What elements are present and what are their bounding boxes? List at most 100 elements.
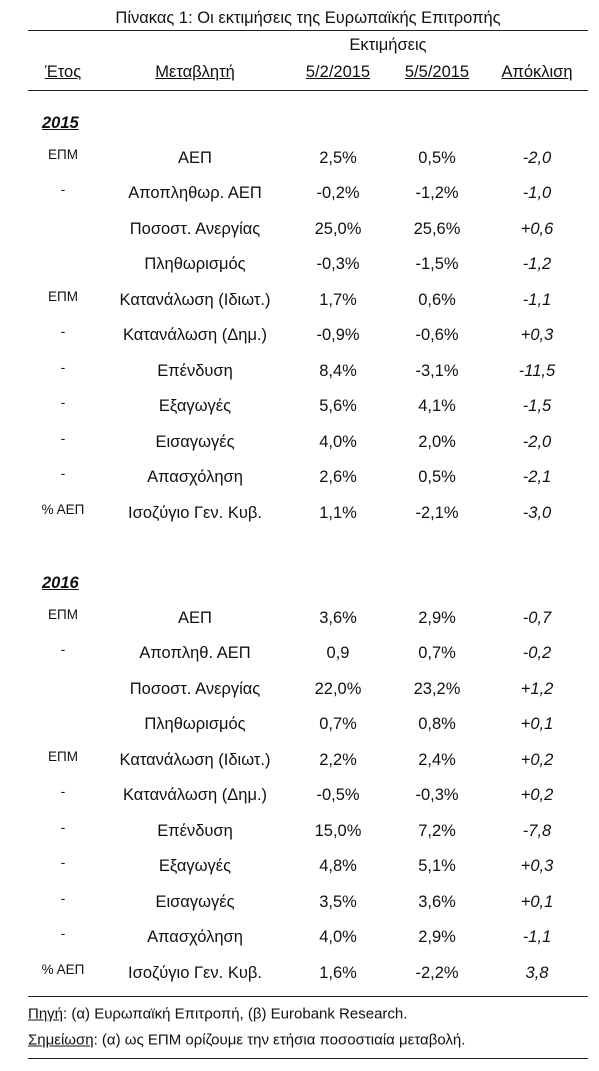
table-cell: 2,0% bbox=[418, 432, 456, 451]
table-cell: 4,0% bbox=[319, 928, 357, 947]
table-cell: ΑΕΠ bbox=[178, 609, 212, 627]
table-cell: Επένδυση bbox=[157, 361, 233, 380]
table-cell: -3,1% bbox=[415, 361, 459, 380]
table-cell: Αποπληθωρ. ΑΕΠ bbox=[128, 184, 262, 203]
table-cell: 2,2% bbox=[319, 750, 357, 769]
table-cell: -7,8 bbox=[522, 821, 552, 840]
table-cell: -1,2 bbox=[522, 255, 552, 274]
footnote-text: : (α) Ευρωπαϊκή Επιτροπή, (β) Eurobank R… bbox=[63, 1005, 408, 1023]
table-cell: - bbox=[60, 430, 66, 446]
table-cell: Ποσοστ. Ανεργίας bbox=[129, 679, 261, 698]
footnote-label: Πηγή bbox=[28, 1005, 64, 1023]
table-cell: Ισοζύγιο Γεν. Κυβ. bbox=[128, 503, 262, 522]
table-cell: 0,5% bbox=[418, 149, 456, 167]
table-cell: -2,1% bbox=[415, 503, 459, 522]
table-cell: 2,5% bbox=[319, 149, 357, 167]
table-cell: Απασχόληση bbox=[147, 928, 243, 947]
table-cell: 8,4% bbox=[319, 361, 357, 380]
column-header: 5/2/2015 bbox=[305, 63, 371, 81]
table-cell: +0,2 bbox=[520, 786, 554, 805]
table-cell: -1,5% bbox=[415, 255, 459, 274]
table-cell: - bbox=[60, 324, 66, 340]
footnote-text: : (α) ως ΕΠΜ ορίζουμε την ετήσια ποσοστι… bbox=[93, 1031, 466, 1049]
group-header: Εκτιμήσεις bbox=[349, 36, 427, 54]
table-cell: 3,6% bbox=[319, 609, 357, 627]
table-cell: +0,3 bbox=[520, 857, 554, 876]
table-cell: 4,1% bbox=[418, 397, 456, 416]
table-cell: 5,1% bbox=[418, 857, 456, 876]
table-cell: Ισοζύγιο Γεν. Κυβ. bbox=[128, 963, 262, 982]
table-cell: 25,0% bbox=[314, 219, 362, 238]
table-cell: -0,2 bbox=[522, 644, 552, 663]
table-cell: -2,0 bbox=[522, 149, 552, 167]
table-cell: Αποπληθ. ΑΕΠ bbox=[139, 644, 251, 663]
table-cell: Κατανάλωση (Δημ.) bbox=[122, 786, 268, 805]
table-cell: -1,2% bbox=[415, 184, 459, 203]
table-cell: -2,1 bbox=[522, 468, 552, 487]
table-cell: -1,0 bbox=[522, 184, 552, 203]
table-cell: 2,6% bbox=[319, 468, 357, 487]
table-cell: - bbox=[60, 359, 66, 375]
table-cell: - bbox=[60, 926, 66, 942]
table-cell: 22,0% bbox=[314, 679, 362, 698]
table-cell: -2,2% bbox=[415, 963, 459, 982]
table-cell: 7,2% bbox=[418, 821, 456, 840]
table-cell: 1,1% bbox=[319, 503, 357, 522]
table-cell: Πληθωρισμός bbox=[144, 255, 246, 274]
table-cell: ΑΕΠ bbox=[178, 149, 212, 167]
column-header: Απόκλιση bbox=[501, 63, 573, 81]
table-cell: -0,3% bbox=[415, 786, 459, 805]
table-cell: +0,2 bbox=[520, 750, 554, 769]
table-cell: - bbox=[60, 890, 66, 906]
table-cell: -0,2% bbox=[316, 184, 360, 203]
table-cell: ΕΠΜ bbox=[48, 288, 78, 304]
table-cell: 3,5% bbox=[319, 892, 357, 911]
table-cell: -0,9% bbox=[316, 326, 360, 345]
table-cell: 3,8 bbox=[525, 963, 549, 982]
table-cell: 0,7% bbox=[418, 644, 456, 663]
table-cell: 0,6% bbox=[418, 290, 456, 309]
table-cell: 23,2% bbox=[413, 679, 461, 698]
table-cell: Εξαγωγές bbox=[158, 857, 232, 876]
table-cell: -1,1 bbox=[522, 290, 552, 309]
table-cell: Εισαγωγές bbox=[155, 892, 235, 911]
table-cell: -0,5% bbox=[316, 786, 360, 805]
rule bbox=[28, 90, 588, 91]
table-cell: Επένδυση bbox=[157, 821, 233, 840]
table-cell: ΕΠΜ bbox=[48, 147, 78, 162]
table-cell: 1,7% bbox=[319, 290, 357, 309]
rule bbox=[28, 1058, 588, 1059]
table-cell: 0,9 bbox=[326, 644, 350, 663]
table-cell: 3,6% bbox=[418, 892, 456, 911]
table-cell: +0,6 bbox=[520, 219, 554, 238]
table-cell: 15,0% bbox=[314, 821, 362, 840]
rule bbox=[28, 30, 588, 31]
table-cell: - bbox=[60, 395, 66, 411]
section-year: 2016 bbox=[42, 574, 79, 592]
table-cell: - bbox=[60, 182, 66, 198]
column-header: Μεταβλητή bbox=[155, 63, 235, 81]
table-cell: Απασχόληση bbox=[147, 468, 243, 487]
table-cell: ΕΠΜ bbox=[48, 748, 78, 764]
table-cell: 1,6% bbox=[319, 963, 357, 982]
table-cell: Πληθωρισμός bbox=[144, 715, 246, 734]
table-cell: - bbox=[60, 466, 66, 482]
table-cell: -2,0 bbox=[522, 432, 552, 451]
footnote: Πηγή: (α) Ευρωπαϊκή Επιτροπή, (β) Euroba… bbox=[28, 1006, 407, 1023]
table-cell: -1,5 bbox=[522, 397, 552, 416]
table-cell: % ΑΕΠ bbox=[41, 961, 85, 977]
table-cell: 0,7% bbox=[319, 715, 357, 734]
table-cell: -1,1 bbox=[522, 928, 552, 947]
table-cell: Κατανάλωση (Ιδιωτ.) bbox=[119, 290, 271, 309]
table-cell: - bbox=[60, 642, 66, 658]
column-header: Έτος bbox=[44, 63, 82, 81]
table-cell: +1,2 bbox=[520, 679, 554, 698]
table-cell: % ΑΕΠ bbox=[41, 501, 85, 517]
table-cell: 25,6% bbox=[413, 219, 461, 238]
rule bbox=[28, 996, 588, 997]
table-cell: -0,6% bbox=[415, 326, 459, 345]
table-cell: ΕΠΜ bbox=[48, 607, 78, 622]
table-cell: -0,7 bbox=[522, 609, 552, 627]
table-cell: -0,3% bbox=[316, 255, 360, 274]
table-cell: 2,9% bbox=[418, 928, 456, 947]
